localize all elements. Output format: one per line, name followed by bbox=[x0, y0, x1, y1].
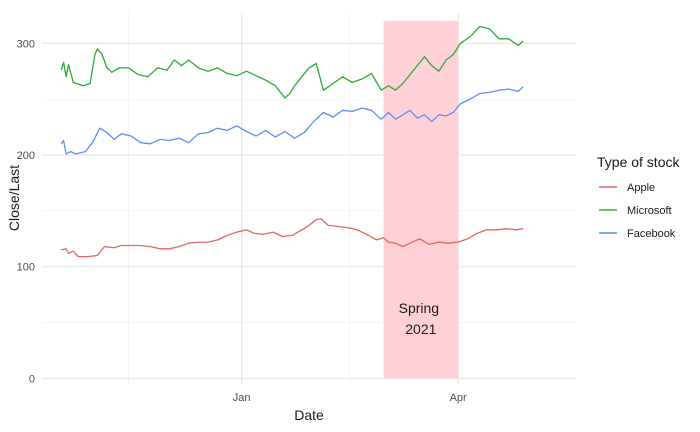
x-tick-label: Apr bbox=[450, 392, 467, 404]
annotation-label-line1: Spring bbox=[399, 300, 439, 316]
legend-items: Apple Microsoft Facebook bbox=[599, 182, 676, 240]
legend-label-microsoft: Microsoft bbox=[627, 205, 672, 217]
x-axis-title: Date bbox=[294, 407, 324, 423]
series-line-microsoft bbox=[60, 25, 524, 99]
x-tick-label: Jan bbox=[233, 392, 251, 404]
series-layer bbox=[60, 25, 524, 258]
legend-title: Type of stock bbox=[597, 154, 680, 170]
annotation-layer: Spring 2021 bbox=[383, 20, 459, 379]
legend: Type of stock Apple Microsoft Facebook bbox=[597, 154, 680, 240]
y-tick-label: 0 bbox=[29, 373, 35, 385]
spring-2021-shaded-region bbox=[383, 20, 459, 379]
legend-label-facebook: Facebook bbox=[627, 228, 676, 240]
y-tick-label: 200 bbox=[17, 150, 35, 162]
y-tick-label: 300 bbox=[17, 38, 35, 50]
series-line-apple bbox=[61, 218, 524, 258]
series-line-facebook bbox=[60, 86, 524, 155]
annotation-label-line2: 2021 bbox=[405, 321, 436, 337]
y-tick-label: 100 bbox=[17, 262, 35, 274]
y-axis-title: Close/Last bbox=[6, 165, 22, 231]
tick-labels: 0 100 200 300 Jan Apr bbox=[17, 38, 467, 404]
legend-label-apple: Apple bbox=[627, 182, 655, 194]
